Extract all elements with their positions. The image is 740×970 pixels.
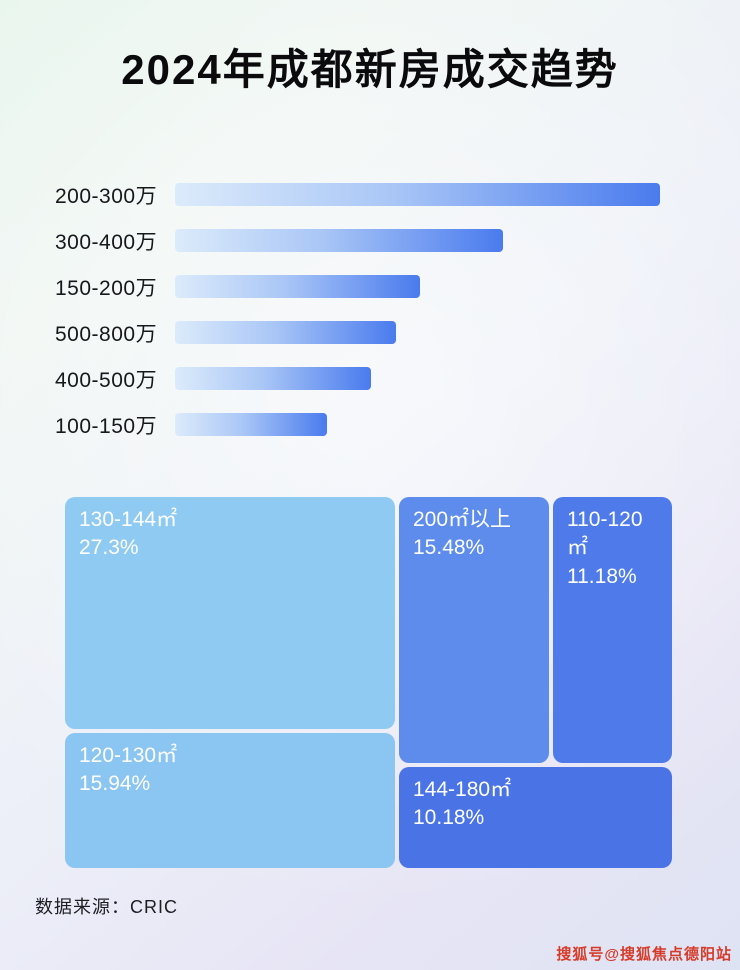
treemap-block: 144-180㎡ 10.18% <box>399 767 672 868</box>
treemap-block: 200㎡以上 15.48% <box>399 497 549 763</box>
treemap-block-label: 120-130㎡ <box>79 744 178 767</box>
treemap: 130-144㎡ 27.3% 200㎡以上 15.48% 110-120㎡ 11… <box>65 497 672 868</box>
bar-row: 500-800万 <box>55 321 695 346</box>
bar <box>175 321 396 344</box>
bar-track <box>175 367 665 390</box>
watermark: 搜狐号@搜狐焦点德阳站 <box>556 946 732 963</box>
bar-track <box>175 321 665 344</box>
treemap-block: 110-120㎡ 11.18% <box>553 497 672 763</box>
bar-row: 150-200万 <box>55 275 695 300</box>
bar-row: 100-150万 <box>55 413 695 438</box>
bar-row: 300-400万 <box>55 229 695 254</box>
bar <box>175 413 327 436</box>
bar-chart: 200-300万 300-400万 150-200万 500-800万 400-… <box>55 183 695 459</box>
bar-row: 200-300万 <box>55 183 695 208</box>
bar <box>175 367 371 390</box>
bar-category-label: 300-400万 <box>55 230 158 254</box>
bar <box>175 183 661 206</box>
treemap-block-value: 15.48% <box>413 536 485 560</box>
treemap-block: 120-130㎡ 15.94% <box>65 733 395 868</box>
treemap-block-value: 10.18% <box>413 806 485 830</box>
treemap-block-value: 11.18% <box>567 564 637 588</box>
bar-track <box>175 229 665 252</box>
treemap-block-label: 200㎡以上 <box>413 508 512 531</box>
bar-track <box>175 183 665 206</box>
treemap-block-label: 110-120㎡ <box>567 508 643 560</box>
bar-category-label: 100-150万 <box>55 414 158 438</box>
bar-track <box>175 275 665 298</box>
bar <box>175 229 504 252</box>
data-source: 数据来源：CRIC <box>35 897 178 917</box>
treemap-block: 130-144㎡ 27.3% <box>65 497 395 729</box>
treemap-block-value: 15.94% <box>79 772 151 796</box>
bar-category-label: 150-200万 <box>55 276 158 300</box>
bar-category-label: 500-800万 <box>55 322 158 346</box>
treemap-block-label: 144-180㎡ <box>413 778 512 801</box>
page-title: 2024年成都新房成交趋势 <box>121 46 619 93</box>
bar-row: 400-500万 <box>55 367 695 392</box>
bar-track <box>175 413 665 436</box>
treemap-block-label: 130-144㎡ <box>79 508 178 531</box>
bar-category-label: 200-300万 <box>55 184 158 208</box>
bar-category-label: 400-500万 <box>55 368 158 392</box>
treemap-block-value: 27.3% <box>79 536 139 560</box>
bar <box>175 275 420 298</box>
